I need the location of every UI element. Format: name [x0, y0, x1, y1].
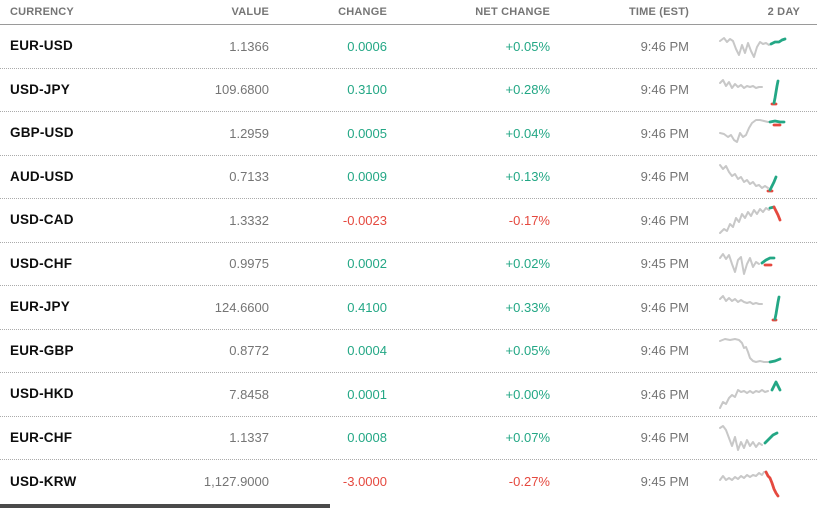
spark-cell	[690, 247, 817, 281]
change-cell: 0.0006	[347, 38, 387, 54]
time-cell: 9:46 PM	[640, 38, 689, 54]
spark-cell	[690, 334, 817, 368]
spark-cell	[690, 203, 817, 237]
table-row: EUR-GBP 0.8772 0.0004 +0.05% 9:46 PM	[0, 330, 817, 373]
time-cell: 9:46 PM	[640, 299, 689, 315]
time-cell: 9:46 PM	[640, 386, 689, 402]
currency-pair-link[interactable]: USD-HKD	[10, 386, 74, 402]
currency-pair-link[interactable]: AUD-USD	[10, 168, 74, 184]
table-row: GBP-USD 1.2959 0.0005 +0.04% 9:46 PM	[0, 112, 817, 156]
time-cell: 9:46 PM	[640, 430, 689, 446]
sparkline-2day	[719, 205, 782, 235]
value-cell: 0.9975	[229, 256, 269, 272]
sparkline-2day	[719, 119, 786, 144]
col-header-time: TIME (EST)	[628, 6, 689, 18]
currency-pair-link[interactable]: USD-KRW	[10, 473, 77, 489]
change-cell: 0.0009	[347, 169, 387, 185]
sparkline-2day	[719, 380, 782, 410]
sparkline-2day	[719, 424, 779, 451]
net-change-cell: +0.33%	[505, 299, 550, 315]
table-header: CURRENCY VALUE CHANGE NET CHANGE TIME (E…	[0, 0, 817, 25]
value-cell: 0.7133	[229, 169, 269, 185]
time-cell: 9:46 PM	[640, 82, 689, 98]
change-cell: 0.3100	[347, 82, 387, 98]
table-row: EUR-JPY 124.6600 0.4100 +0.33% 9:46 PM	[0, 286, 817, 330]
change-cell: 0.0002	[347, 256, 387, 272]
time-cell: 9:46 PM	[640, 212, 689, 228]
currency-pair-link[interactable]: EUR-GBP	[10, 342, 74, 358]
sparkline-2day	[719, 337, 782, 364]
net-change-cell: +0.28%	[505, 82, 550, 98]
currency-pair-link[interactable]: USD-CHF	[10, 255, 73, 271]
sparkline-2day	[719, 470, 780, 498]
time-cell: 9:45 PM	[640, 256, 689, 272]
currency-pair-link[interactable]: USD-JPY	[10, 81, 70, 97]
col-header-net-change: NET CHANGE	[475, 6, 550, 18]
currency-pair-link[interactable]: EUR-JPY	[10, 299, 70, 315]
net-change-cell: +0.02%	[505, 256, 550, 272]
net-change-cell: -0.27%	[508, 474, 550, 490]
table-row: USD-KRW 1,127.9000 -3.0000 -0.27% 9:45 P…	[0, 460, 817, 504]
sparkline-2day	[719, 295, 781, 322]
sparkline-2day	[719, 37, 787, 59]
sparkline-2day	[719, 252, 776, 275]
change-cell: 0.0008	[347, 430, 387, 446]
col-header-currency: CURRENCY	[10, 6, 74, 18]
spark-cell	[690, 290, 817, 324]
table-row: AUD-USD 0.7133 0.0009 +0.13% 9:46 PM	[0, 156, 817, 199]
change-cell: 0.4100	[347, 299, 387, 315]
table-row: USD-CAD 1.3332 -0.0023 -0.17% 9:46 PM	[0, 199, 817, 243]
value-cell: 1.3332	[229, 212, 269, 228]
sparkline-2day	[719, 78, 780, 106]
change-cell: 0.0005	[347, 125, 387, 141]
net-change-cell: +0.05%	[505, 343, 550, 359]
time-cell: 9:46 PM	[640, 169, 689, 185]
currency-pair-link[interactable]: GBP-USD	[10, 125, 74, 141]
sparkline-2day	[719, 163, 778, 193]
table-row: EUR-CHF 1.1337 0.0008 +0.07% 9:46 PM	[0, 417, 817, 460]
change-cell: 0.0004	[347, 343, 387, 359]
time-cell: 9:45 PM	[640, 474, 689, 490]
value-cell: 1.1366	[229, 38, 269, 54]
time-cell: 9:46 PM	[640, 343, 689, 359]
time-cell: 9:46 PM	[640, 125, 689, 141]
spark-cell	[690, 421, 817, 455]
currency-pair-link[interactable]: EUR-USD	[10, 38, 73, 54]
col-header-2day: 2 DAY	[767, 6, 800, 18]
change-cell: -3.0000	[342, 474, 387, 490]
net-change-cell: +0.13%	[505, 169, 550, 185]
net-change-cell: +0.07%	[505, 430, 550, 446]
table-row: USD-JPY 109.6800 0.3100 +0.28% 9:46 PM	[0, 69, 817, 112]
spark-cell	[690, 73, 817, 107]
col-header-value: VALUE	[231, 6, 269, 18]
value-cell: 124.6600	[214, 299, 269, 315]
next-section-divider	[0, 504, 330, 508]
value-cell: 1.2959	[229, 125, 269, 141]
net-change-cell: +0.05%	[505, 38, 550, 54]
net-change-cell: +0.00%	[505, 386, 550, 402]
spark-cell	[690, 465, 817, 499]
currency-pair-link[interactable]: USD-CAD	[10, 212, 74, 228]
change-cell: -0.0023	[342, 212, 387, 228]
spark-cell	[690, 116, 817, 150]
currency-pair-link[interactable]: EUR-CHF	[10, 429, 73, 445]
col-header-change: CHANGE	[338, 6, 387, 18]
spark-cell	[690, 160, 817, 194]
value-cell: 1.1337	[229, 430, 269, 446]
spark-cell	[690, 29, 817, 63]
net-change-cell: +0.04%	[505, 125, 550, 141]
change-cell: 0.0001	[347, 386, 387, 402]
table-row: USD-CHF 0.9975 0.0002 +0.02% 9:45 PM	[0, 243, 817, 286]
spark-cell	[690, 377, 817, 411]
table-body: EUR-USD 1.1366 0.0006 +0.05% 9:46 PM USD…	[0, 25, 817, 504]
value-cell: 109.6800	[214, 82, 269, 98]
value-cell: 1,127.9000	[203, 474, 269, 490]
net-change-cell: -0.17%	[508, 212, 550, 228]
value-cell: 0.8772	[229, 343, 269, 359]
value-cell: 7.8458	[229, 386, 269, 402]
table-row: USD-HKD 7.8458 0.0001 +0.00% 9:46 PM	[0, 373, 817, 417]
table-row: EUR-USD 1.1366 0.0006 +0.05% 9:46 PM	[0, 25, 817, 69]
